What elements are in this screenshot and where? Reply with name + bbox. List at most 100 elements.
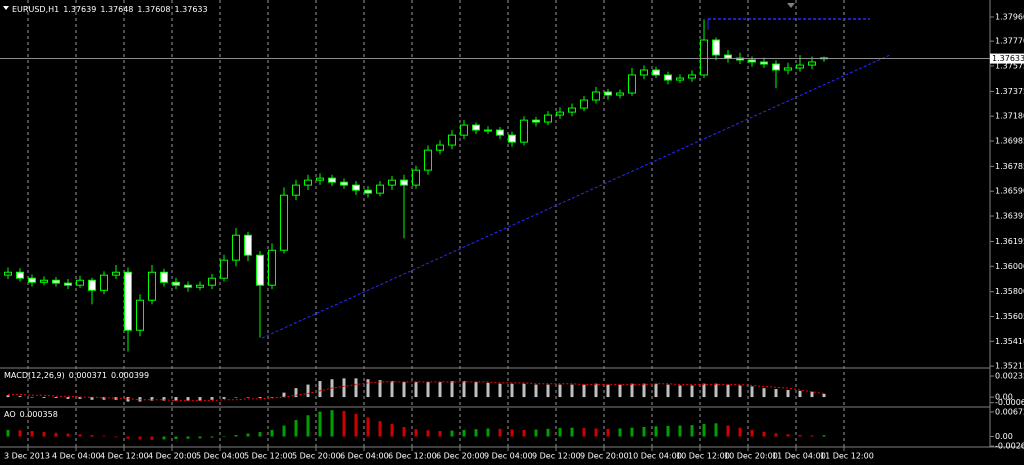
histogram-bar xyxy=(210,436,214,438)
histogram-bar xyxy=(678,385,682,398)
histogram-bar xyxy=(534,429,538,437)
candle-body xyxy=(520,119,528,143)
histogram-bar xyxy=(666,425,670,437)
histogram-bar xyxy=(798,390,802,398)
candle-body xyxy=(292,184,300,196)
histogram-bar xyxy=(54,432,58,437)
histogram-bar xyxy=(234,397,238,398)
histogram-bar xyxy=(450,381,454,398)
candle-body xyxy=(652,69,660,76)
candle-body xyxy=(172,281,180,286)
histogram-bar xyxy=(414,429,418,437)
candle-body xyxy=(508,134,516,143)
main-header: EURUSD,H1 1.37639 1.37648 1.37608 1.37633 xyxy=(12,5,208,14)
histogram-bar xyxy=(30,431,34,437)
candle-body xyxy=(328,177,336,183)
y-tick-label: 1.35800 xyxy=(995,287,1024,296)
histogram-bar xyxy=(42,397,46,398)
candle-body xyxy=(268,249,276,286)
x-tick-label: 5 Dec 20:00 xyxy=(292,452,341,461)
x-tick-label: 11 Dec 04:00 xyxy=(772,452,826,461)
shift-marker xyxy=(787,3,795,8)
histogram-bar xyxy=(438,431,442,437)
x-tick-label: 6 Dec 20:00 xyxy=(436,452,485,461)
candle-body xyxy=(784,67,792,71)
histogram-bar xyxy=(6,429,10,437)
histogram-bar xyxy=(774,433,778,437)
histogram-bar xyxy=(390,424,394,437)
histogram-bar xyxy=(666,384,670,398)
candle-body xyxy=(52,279,60,284)
candle-body xyxy=(184,284,192,288)
histogram-bar xyxy=(42,432,46,437)
candle-body xyxy=(664,74,672,81)
histogram-bar xyxy=(378,421,382,437)
y-tick-label: 1.36985 xyxy=(995,136,1024,145)
histogram-bar xyxy=(474,429,478,437)
grid-layer xyxy=(27,0,845,447)
histogram-bar xyxy=(618,384,622,398)
candle-body xyxy=(592,91,600,101)
histogram-bar xyxy=(318,381,322,398)
histogram-bar xyxy=(90,435,94,437)
bid-label: 1.37633 xyxy=(992,54,1024,63)
histogram-bar xyxy=(450,430,454,437)
histogram-bar xyxy=(186,397,190,401)
histogram-bar xyxy=(366,379,370,398)
histogram-bar xyxy=(678,425,682,437)
histogram-bar xyxy=(570,427,574,437)
candle-body xyxy=(736,57,744,61)
histogram-bar xyxy=(606,428,610,437)
candle-body xyxy=(436,144,444,151)
histogram-bar xyxy=(546,428,550,437)
histogram-bar xyxy=(726,384,730,398)
candle-body xyxy=(232,234,240,261)
histogram-bar xyxy=(714,383,718,398)
x-tick-label: 6 Dec 12:00 xyxy=(388,452,437,461)
candle-body xyxy=(556,111,564,116)
histogram-bar xyxy=(342,378,346,398)
histogram-bar xyxy=(438,381,442,398)
close-value: 1.37633 xyxy=(175,5,208,14)
marks-layer xyxy=(4,19,828,440)
histogram-bar xyxy=(786,434,790,437)
candle-body xyxy=(748,59,756,63)
y-tick-label: -0.000627 xyxy=(995,398,1024,407)
x-tick-label: 3 Dec 2013 xyxy=(4,452,50,461)
histogram-bar xyxy=(498,428,502,437)
histogram-bar xyxy=(282,425,286,437)
histogram-bar xyxy=(162,397,166,401)
histogram-bar xyxy=(210,397,214,400)
histogram-bar xyxy=(150,436,154,440)
histogram-bar xyxy=(402,381,406,398)
histogram-bar xyxy=(306,415,310,437)
y-tick-label: 1.36195 xyxy=(995,237,1024,246)
ao-title: AO xyxy=(4,410,16,419)
overlay-layer: 3 Dec 2013 4 Dec 04:00 4 Dec 12:00 4 Dec 20… xyxy=(0,12,1024,461)
histogram-bar xyxy=(738,385,742,398)
x-tick-label: 5 Dec 04:00 xyxy=(196,452,245,461)
x-tick-label: 10 Dec 04:00 xyxy=(628,452,682,461)
y-tick-label: 1.36395 xyxy=(995,212,1024,221)
signal-value: 0.000399 xyxy=(111,371,149,380)
histogram-bar xyxy=(798,435,802,437)
histogram-bar xyxy=(246,397,250,398)
histogram-bar xyxy=(126,436,130,439)
x-tick-label: 4 Dec 04:00 xyxy=(52,452,101,461)
candle-body xyxy=(616,92,624,96)
candle-body xyxy=(28,277,36,283)
histogram-bar xyxy=(714,423,718,437)
histogram-bar xyxy=(486,382,490,398)
candle-body xyxy=(760,61,768,65)
candle-body xyxy=(352,184,360,191)
candle-body xyxy=(472,124,480,131)
histogram-bar xyxy=(222,397,226,399)
menu-icon[interactable] xyxy=(3,6,9,10)
histogram-bar xyxy=(630,427,634,437)
low-value: 1.37608 xyxy=(137,5,170,14)
histogram-bar xyxy=(402,427,406,437)
candle-body xyxy=(196,284,204,288)
histogram-bar xyxy=(54,397,58,398)
histogram-bar xyxy=(570,384,574,398)
x-tick-label: 4 Dec 20:00 xyxy=(148,452,197,461)
